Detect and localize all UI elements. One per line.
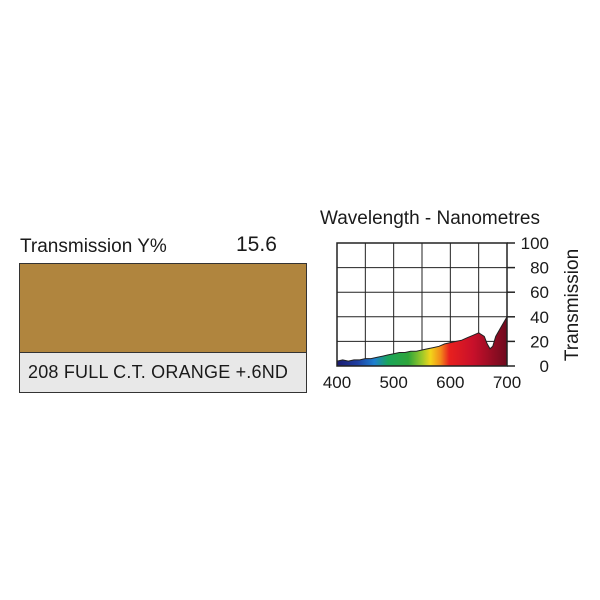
y-tick-label: 20 — [530, 332, 549, 351]
chart-title: Wavelength - Nanometres — [320, 208, 540, 229]
y-tick-label: 80 — [530, 259, 549, 278]
filter-name: 208 FULL C.T. ORANGE +.6ND — [28, 362, 289, 382]
x-tick-label: 700 — [493, 373, 521, 392]
transmission-area — [336, 314, 508, 367]
x-tick-labels: 400 500 600 700 — [323, 373, 521, 392]
plot-frame — [336, 242, 508, 367]
filter-name-box: 208 FULL C.T. ORANGE +.6ND — [19, 352, 307, 393]
x-tick-label: 400 — [323, 373, 351, 392]
y-tick-label: 0 — [540, 357, 549, 376]
y-tick-label: 40 — [530, 308, 549, 327]
y-tick-labels: 0 20 40 60 80 100 — [507, 234, 549, 376]
x-tick-label: 600 — [436, 373, 464, 392]
y-tick-label: 100 — [521, 234, 549, 253]
color-swatch — [19, 263, 307, 352]
y-tick-label: 60 — [530, 283, 549, 302]
transmission-label: Transmission Y% — [20, 236, 167, 257]
y-axis-label: Transmission — [562, 249, 583, 361]
x-tick-label: 500 — [379, 373, 407, 392]
transmission-value: 15.6 — [236, 233, 277, 256]
